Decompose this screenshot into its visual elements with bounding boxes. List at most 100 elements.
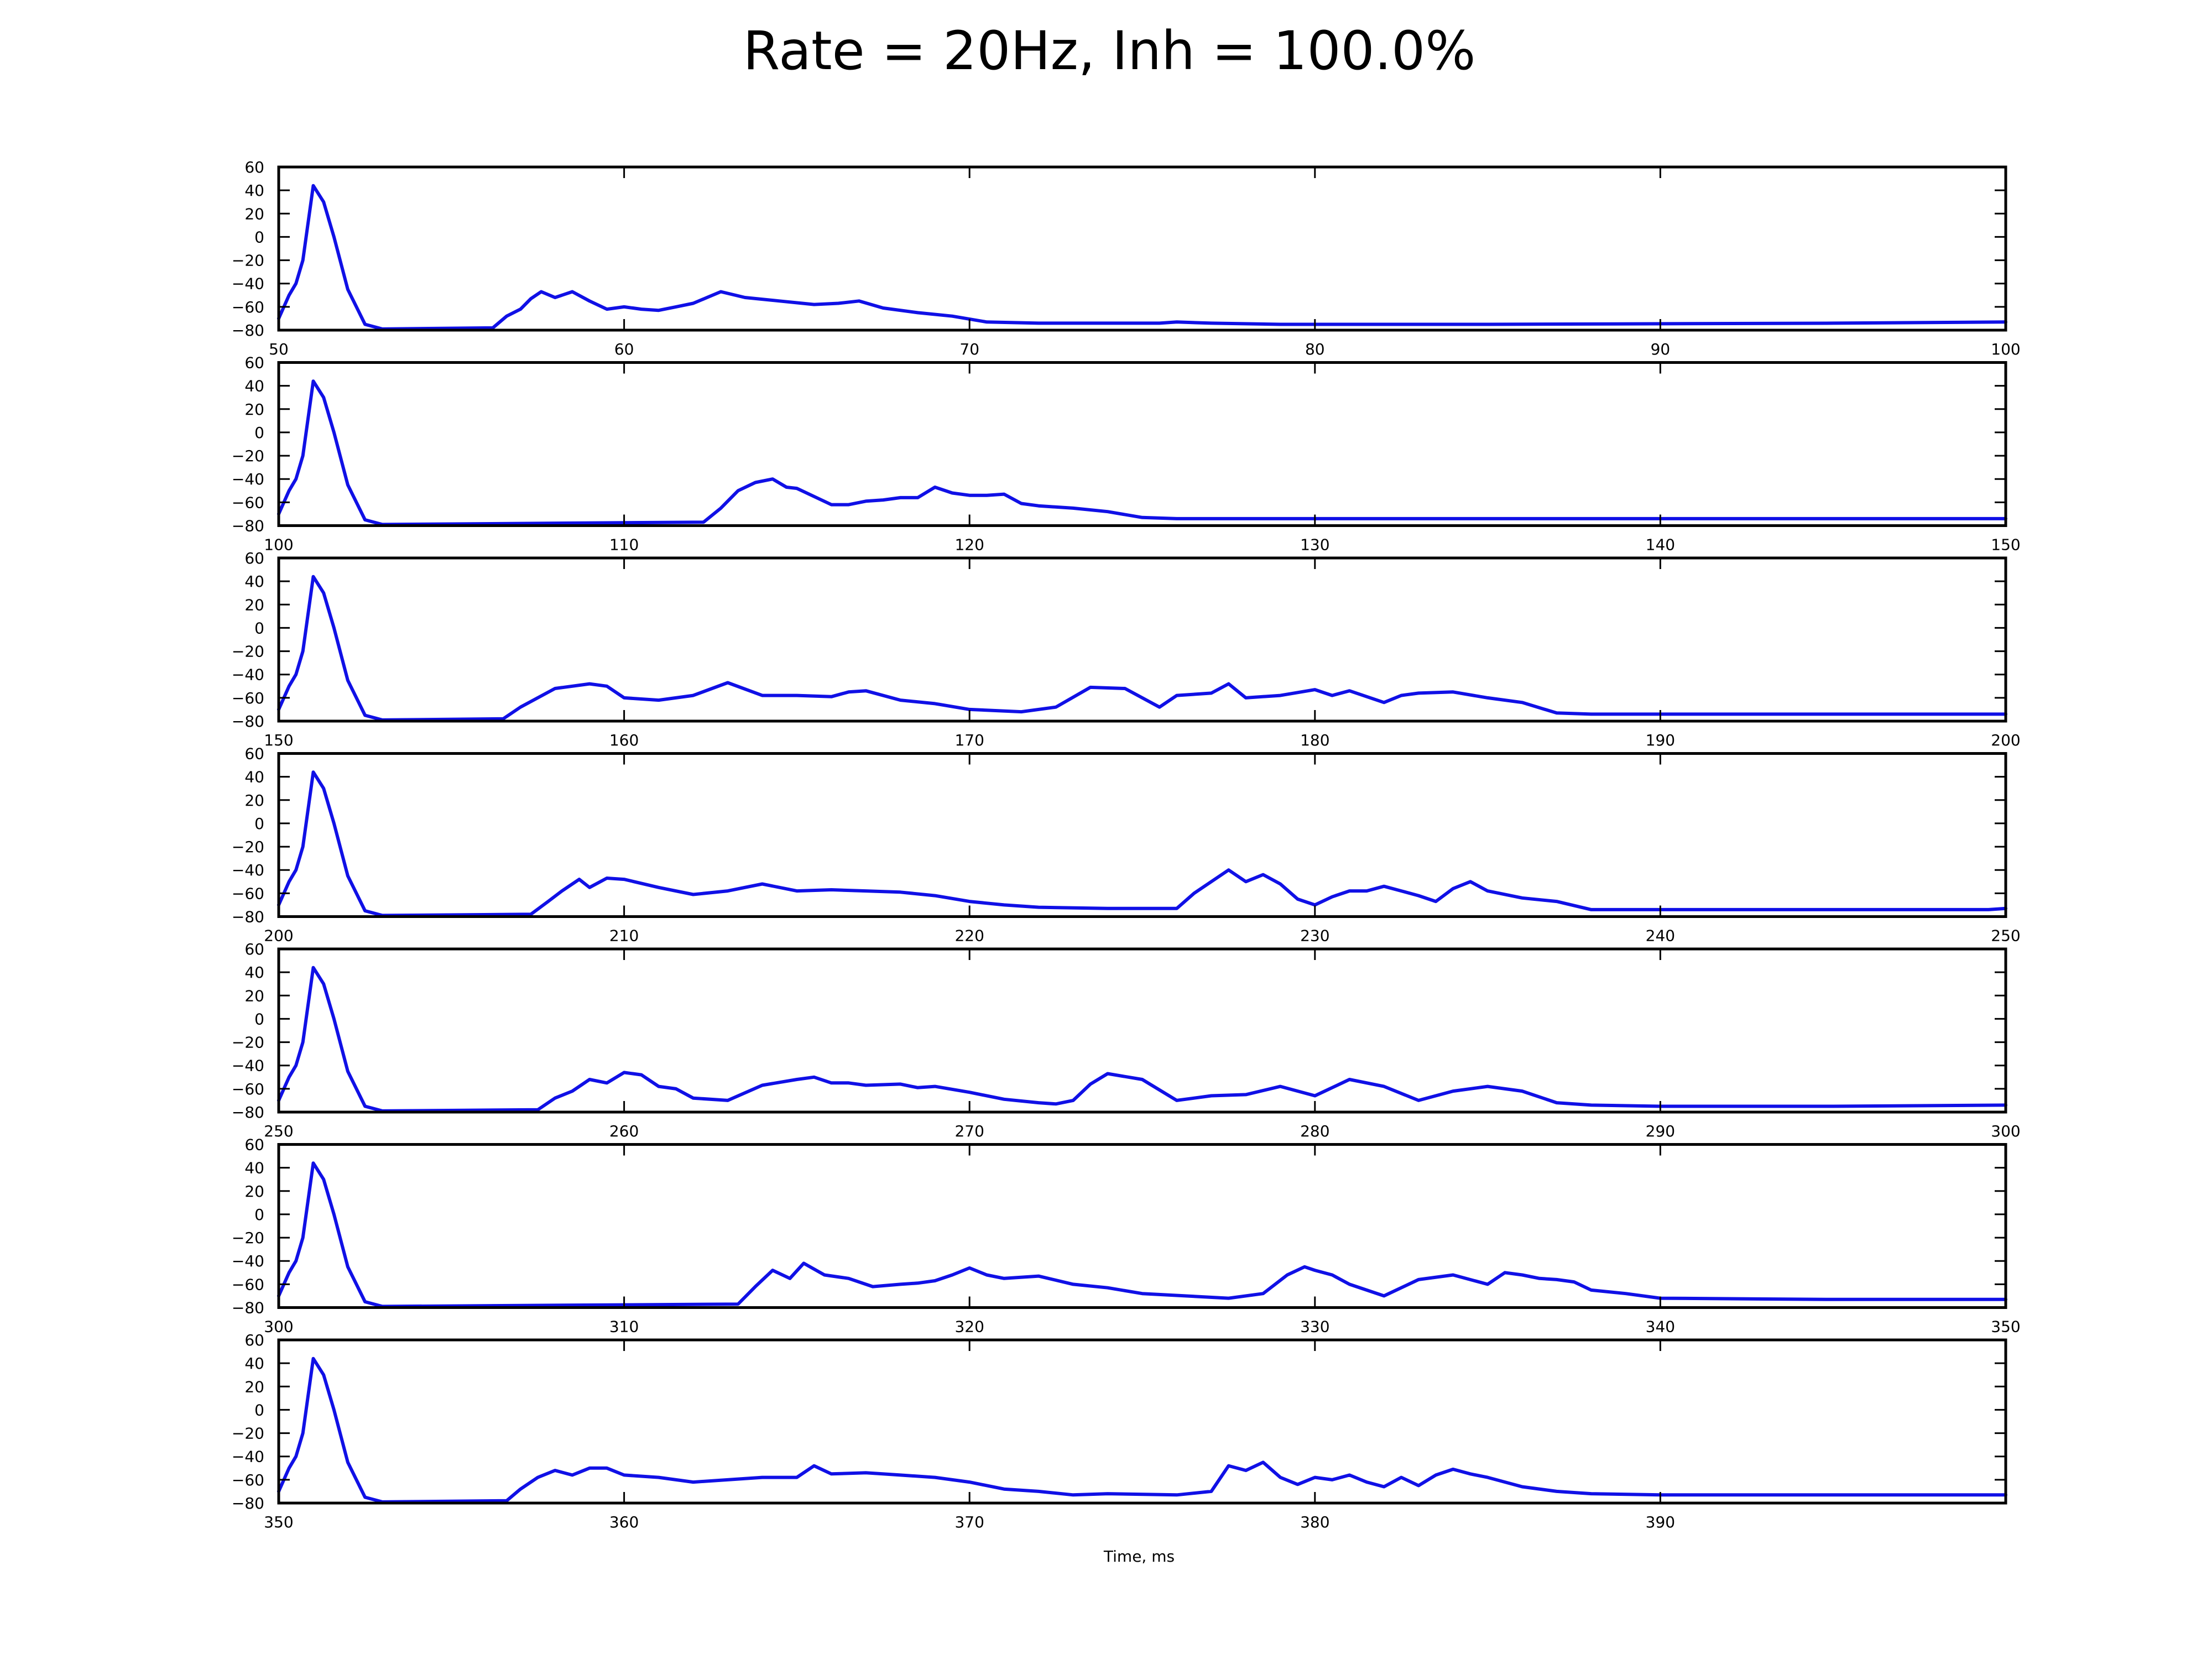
y-tick-label: 60 xyxy=(244,549,264,567)
panel-7: −80 −60 −40 −20 0 20 40 60 350 360 370 380 390 xyxy=(232,1331,2007,1531)
voltage-trace-2 xyxy=(277,379,2007,526)
x-tick-label: 160 xyxy=(609,731,639,749)
y-tick-label: −40 xyxy=(232,1448,264,1466)
y-tick-label: −60 xyxy=(232,1275,264,1293)
y-tick-label: 40 xyxy=(244,572,264,591)
axes-frame-7 xyxy=(277,1338,2007,1505)
y-tick-label: −80 xyxy=(232,1494,264,1512)
y-tick-label: 60 xyxy=(244,1136,264,1154)
y-tick-label: −40 xyxy=(232,861,264,879)
x-tick-label: 250 xyxy=(264,1122,293,1140)
y-tick-label: 0 xyxy=(254,228,264,246)
x-tick-label: 370 xyxy=(954,1513,984,1531)
panel-2: −80 −60 −40 −20 0 20 40 60 100 110 120 130 140 150 xyxy=(232,354,2021,554)
y-tick-label: 20 xyxy=(244,987,264,1005)
y-tick-label: 20 xyxy=(244,791,264,810)
y-tick-label: −80 xyxy=(232,321,264,340)
y-tick-label: −60 xyxy=(232,884,264,902)
x-tick-label: 150 xyxy=(1991,536,2020,554)
x-tick-label: 380 xyxy=(1300,1513,1329,1531)
y-tick-label: −20 xyxy=(232,252,264,270)
y-tick-label: −80 xyxy=(232,712,264,731)
y-tick-label: 40 xyxy=(244,1354,264,1373)
y-tick-label: −40 xyxy=(232,275,264,293)
x-tick-label: 310 xyxy=(609,1318,639,1336)
panel-4: −80 −60 −40 −20 0 20 40 60 200 210 220 230 240 250 xyxy=(232,745,2021,945)
y-tick-label: −40 xyxy=(232,1057,264,1075)
y-tick-label: −40 xyxy=(232,1252,264,1270)
x-tick-label: 80 xyxy=(1305,340,1325,358)
x-tick-label: 150 xyxy=(264,731,293,749)
y-tick-label: 40 xyxy=(244,377,264,395)
x-tick-label: 140 xyxy=(1646,536,1675,554)
y-tick-label: 0 xyxy=(254,619,264,637)
x-tick-label: 340 xyxy=(1646,1318,1675,1336)
y-tick-label: 0 xyxy=(254,1401,264,1419)
y-tick-label: 60 xyxy=(244,354,264,372)
x-tick-label: 270 xyxy=(954,1122,984,1140)
y-tick-label: 60 xyxy=(244,940,264,958)
y-tick-label: −20 xyxy=(232,447,264,465)
x-tick-label: 320 xyxy=(954,1318,984,1336)
y-tick-label: −60 xyxy=(232,1471,264,1489)
y-tick-label: 20 xyxy=(244,400,264,419)
y-tick-label: 20 xyxy=(244,596,264,614)
x-tick-label: 350 xyxy=(264,1513,293,1531)
x-tick-label: 260 xyxy=(609,1122,639,1140)
x-tick-label: 60 xyxy=(614,340,634,358)
y-tick-label: −20 xyxy=(232,1034,264,1052)
axes-frame-3 xyxy=(277,556,2007,723)
y-tick-label: −60 xyxy=(232,1080,264,1098)
x-tick-label: 300 xyxy=(1991,1122,2020,1140)
y-tick-label: −40 xyxy=(232,470,264,488)
x-axis-label: Time, ms xyxy=(1103,1547,1175,1566)
voltage-trace-7 xyxy=(277,1357,2007,1504)
voltage-trace-5 xyxy=(277,966,2007,1113)
y-tick-label: −20 xyxy=(232,1425,264,1443)
y-tick-label: −80 xyxy=(232,1299,264,1317)
axes-frame-2 xyxy=(277,361,2007,527)
x-tick-label: 330 xyxy=(1300,1318,1329,1336)
y-tick-label: 0 xyxy=(254,1010,264,1028)
x-tick-label: 110 xyxy=(609,536,639,554)
y-tick-label: −60 xyxy=(232,493,264,512)
x-tick-label: 100 xyxy=(1991,340,2020,358)
voltage-trace-3 xyxy=(277,575,2007,722)
y-tick-label: 0 xyxy=(254,1206,264,1224)
x-tick-label: 70 xyxy=(959,340,979,358)
y-tick-label: −20 xyxy=(232,838,264,856)
y-tick-label: 40 xyxy=(244,1159,264,1177)
y-tick-label: −20 xyxy=(232,643,264,661)
panel-6: −80 −60 −40 −20 0 20 40 60 300 310 320 330 340 350 xyxy=(232,1136,2021,1336)
figure-title: Rate = 20Hz, Inh = 100.0% xyxy=(743,20,1476,82)
y-tick-label: −20 xyxy=(232,1229,264,1247)
y-tick-label: −80 xyxy=(232,517,264,535)
y-tick-label: 20 xyxy=(244,1378,264,1396)
x-tick-label: 170 xyxy=(954,731,984,749)
axes-frame-6 xyxy=(277,1143,2007,1309)
y-tick-label: 40 xyxy=(244,768,264,786)
x-tick-label: 240 xyxy=(1646,927,1675,945)
x-tick-label: 100 xyxy=(264,536,293,554)
panel-3: −80 −60 −40 −20 0 20 40 60 150 160 170 180 190 200 xyxy=(232,549,2021,749)
y-tick-label: 0 xyxy=(254,424,264,442)
voltage-trace-1 xyxy=(277,184,2007,331)
x-tick-label: 360 xyxy=(609,1513,639,1531)
panel-1: −80 −60 −40 −20 0 20 40 60 50 60 70 80 90 100 xyxy=(232,158,2021,358)
x-tick-label: 210 xyxy=(609,927,639,945)
y-tick-label: −40 xyxy=(232,666,264,684)
x-tick-label: 390 xyxy=(1646,1513,1675,1531)
x-tick-label: 50 xyxy=(269,340,289,358)
x-tick-label: 200 xyxy=(1991,731,2020,749)
x-tick-label: 280 xyxy=(1300,1122,1329,1140)
axes-frame-5 xyxy=(277,947,2007,1114)
y-tick-label: 40 xyxy=(244,963,264,982)
x-tick-label: 120 xyxy=(954,536,984,554)
voltage-trace-6 xyxy=(277,1161,2007,1308)
panel-5: −80 −60 −40 −20 0 20 40 60 250 260 270 280 290 300 xyxy=(232,940,2021,1140)
x-tick-label: 350 xyxy=(1991,1318,2020,1336)
y-tick-label: 0 xyxy=(254,815,264,833)
y-tick-label: 60 xyxy=(244,745,264,763)
